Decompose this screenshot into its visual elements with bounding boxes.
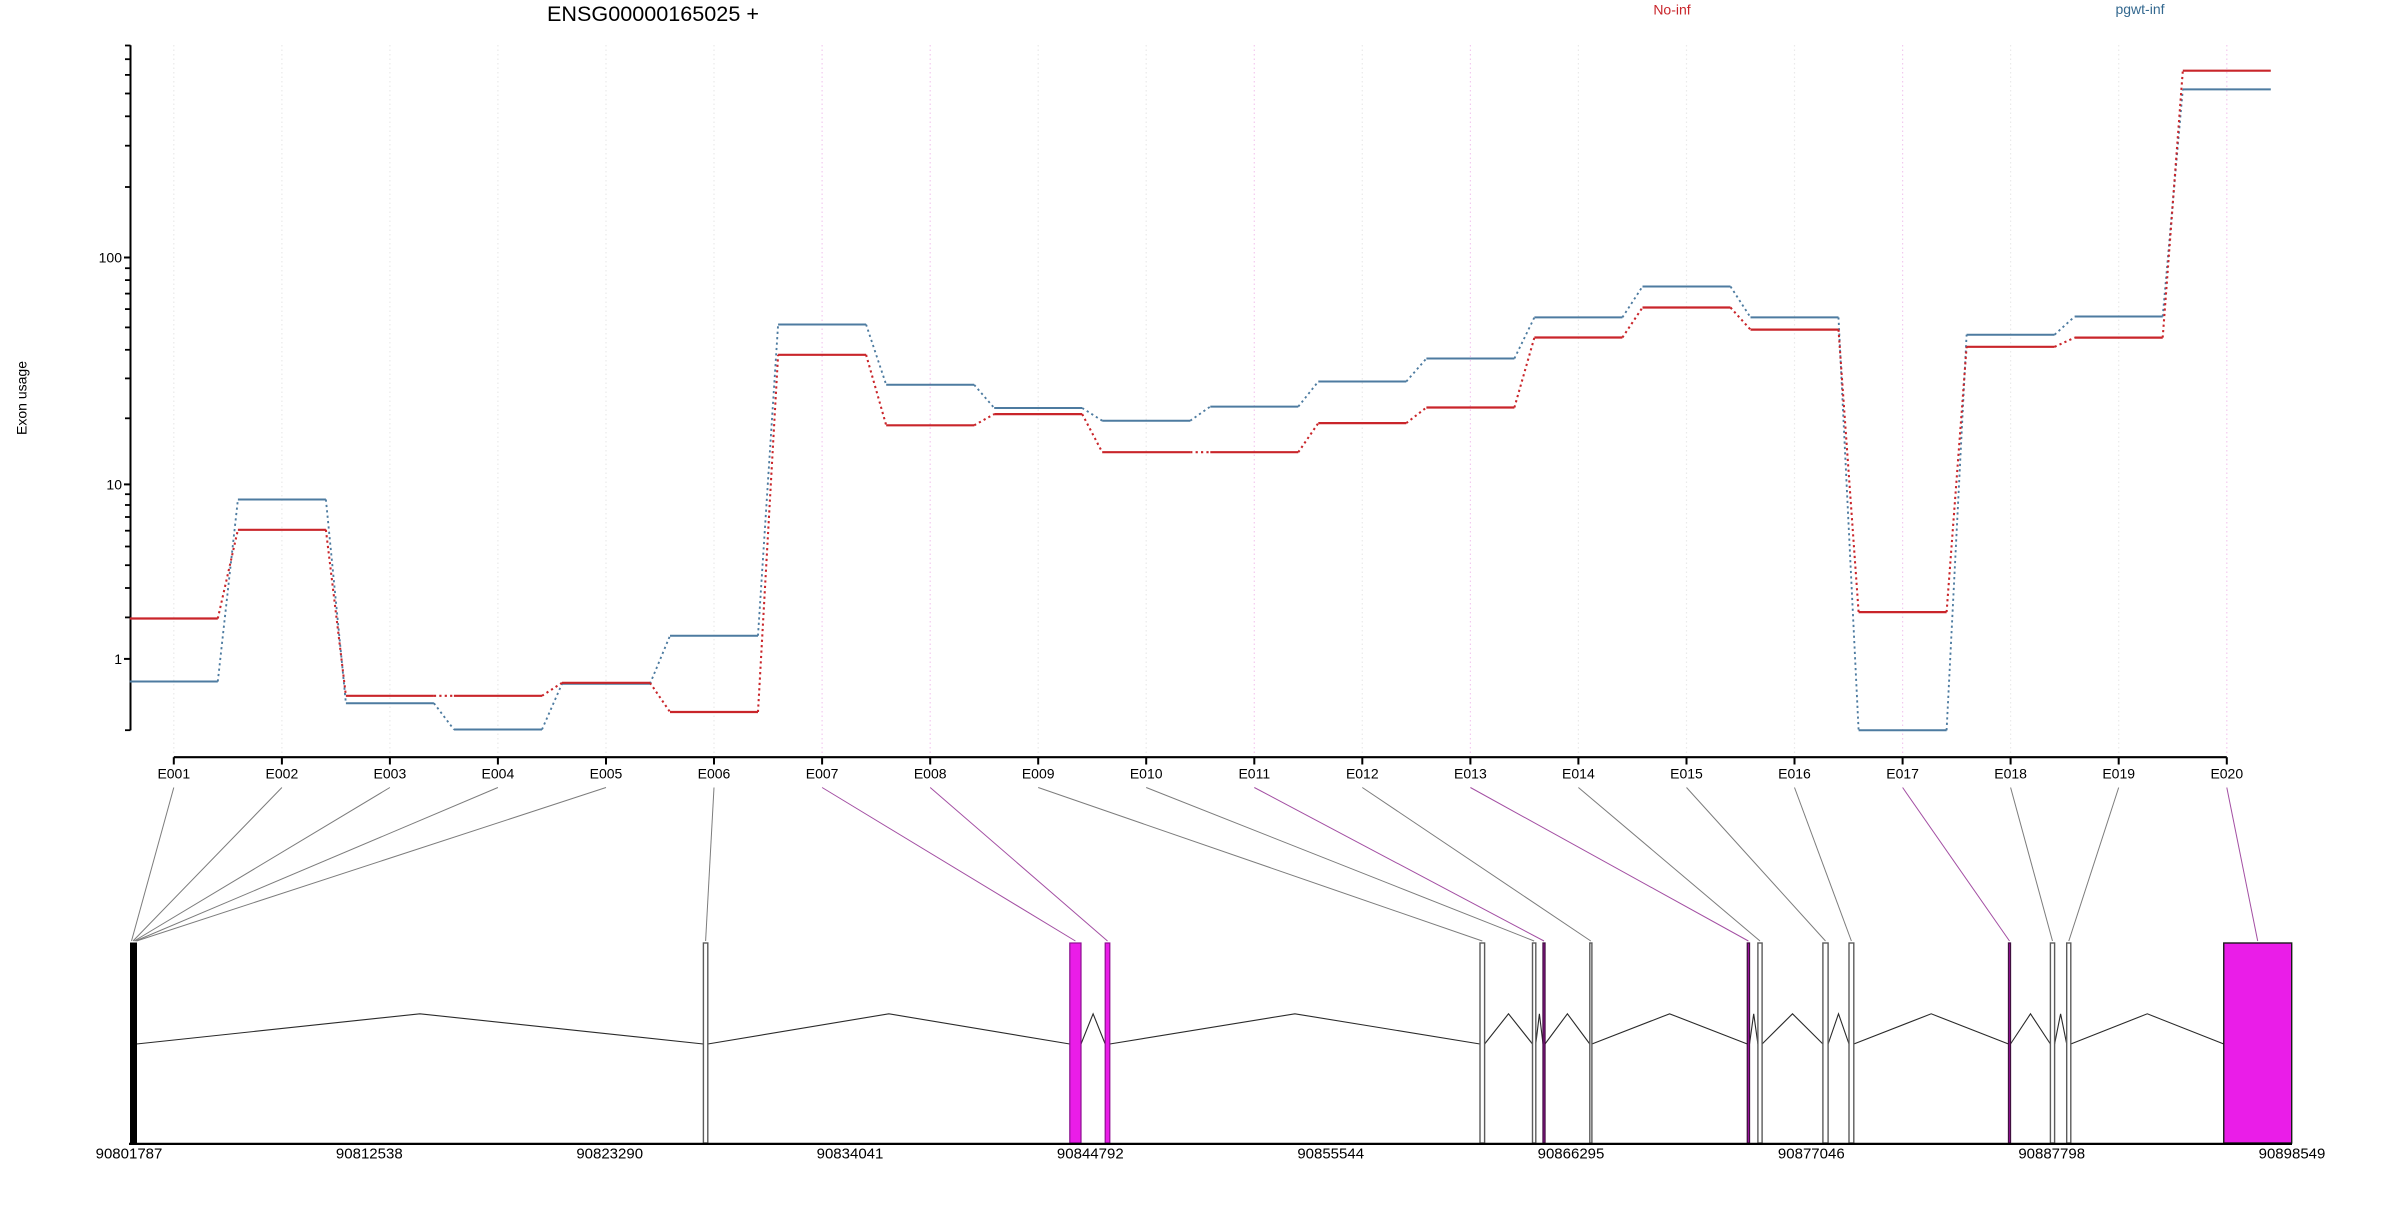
svg-text:E003: E003	[374, 765, 407, 781]
svg-text:E011: E011	[1238, 765, 1270, 781]
svg-text:E016: E016	[1778, 765, 1811, 781]
svg-text:E012: E012	[1346, 765, 1379, 781]
svg-text:E008: E008	[914, 765, 947, 781]
svg-text:E009: E009	[1022, 765, 1055, 781]
svg-text:90812538: 90812538	[336, 1146, 403, 1163]
svg-text:E015: E015	[1670, 765, 1703, 781]
svg-text:90801787: 90801787	[96, 1146, 163, 1163]
svg-text:10: 10	[106, 476, 122, 492]
svg-text:E007: E007	[806, 765, 839, 781]
svg-text:90866295: 90866295	[1538, 1146, 1605, 1163]
svg-text:E001: E001	[157, 765, 190, 781]
svg-text:E014: E014	[1562, 765, 1595, 781]
svg-text:E017: E017	[1886, 765, 1919, 781]
svg-text:90887798: 90887798	[2018, 1146, 2085, 1163]
svg-text:90823290: 90823290	[576, 1146, 643, 1163]
svg-text:E013: E013	[1454, 765, 1487, 781]
svg-text:E004: E004	[482, 765, 515, 781]
svg-text:E006: E006	[698, 765, 731, 781]
svg-text:90898549: 90898549	[2259, 1146, 2326, 1163]
svg-text:E019: E019	[2102, 765, 2135, 781]
svg-text:E002: E002	[266, 765, 299, 781]
svg-text:90855544: 90855544	[1297, 1146, 1364, 1163]
svg-text:E005: E005	[590, 765, 623, 781]
svg-text:100: 100	[99, 250, 123, 266]
svg-text:90844792: 90844792	[1057, 1146, 1124, 1163]
svg-text:ENSG00000165025 +: ENSG00000165025 +	[547, 1, 759, 26]
svg-text:pgwt-inf: pgwt-inf	[2115, 1, 2164, 17]
svg-text:E018: E018	[1994, 765, 2027, 781]
svg-text:90834041: 90834041	[817, 1146, 884, 1163]
svg-text:90877046: 90877046	[1778, 1146, 1845, 1163]
svg-text:1: 1	[114, 651, 122, 667]
svg-text:Exon usage: Exon usage	[14, 361, 30, 435]
svg-text:No-inf: No-inf	[1653, 2, 1690, 18]
svg-text:E020: E020	[2210, 765, 2243, 781]
svg-text:E010: E010	[1130, 765, 1163, 781]
